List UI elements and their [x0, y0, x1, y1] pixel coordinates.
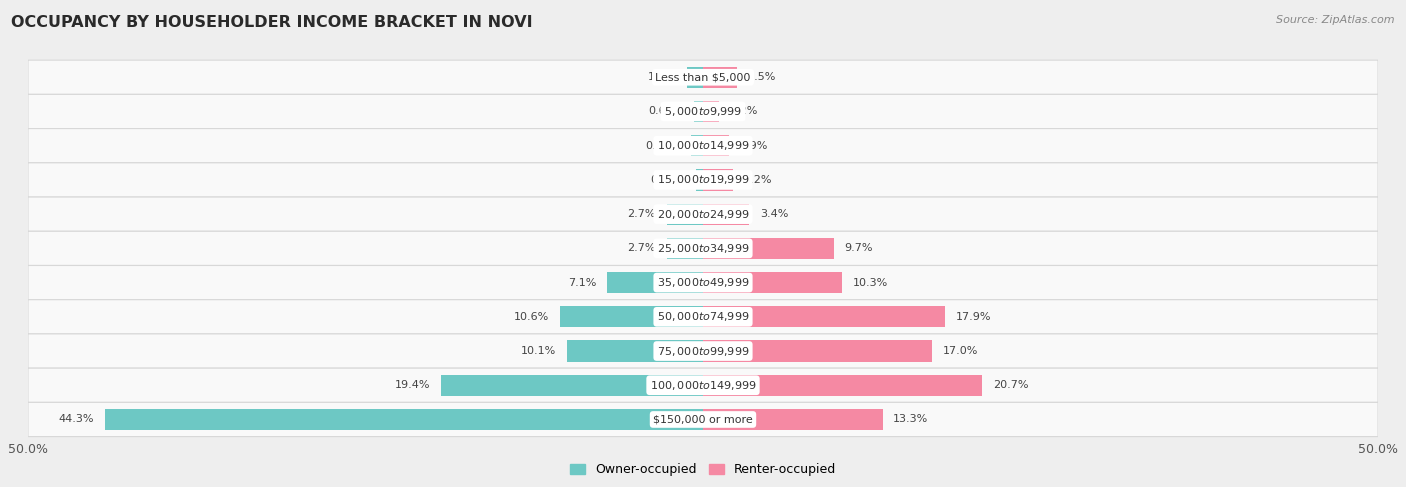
Text: 2.7%: 2.7%	[627, 209, 655, 219]
Bar	[560, 306, 703, 327]
Text: 10.3%: 10.3%	[853, 278, 889, 288]
Text: 0.52%: 0.52%	[650, 175, 685, 185]
FancyBboxPatch shape	[28, 94, 1378, 129]
FancyBboxPatch shape	[28, 300, 1378, 334]
Text: 0.87%: 0.87%	[645, 141, 681, 150]
Bar	[696, 169, 703, 190]
FancyBboxPatch shape	[28, 129, 1378, 163]
Text: 1.2%: 1.2%	[730, 107, 758, 116]
Text: 9.7%: 9.7%	[845, 244, 873, 253]
Bar	[703, 306, 945, 327]
FancyBboxPatch shape	[28, 197, 1378, 231]
Text: $15,000 to $19,999: $15,000 to $19,999	[657, 173, 749, 187]
Bar	[703, 135, 728, 156]
Text: $50,000 to $74,999: $50,000 to $74,999	[657, 310, 749, 323]
Text: $5,000 to $9,999: $5,000 to $9,999	[664, 105, 742, 118]
Text: 10.1%: 10.1%	[520, 346, 555, 356]
Text: 44.3%: 44.3%	[59, 414, 94, 425]
Text: 2.5%: 2.5%	[748, 72, 776, 82]
Bar	[692, 135, 703, 156]
Bar	[703, 340, 932, 362]
FancyBboxPatch shape	[28, 402, 1378, 436]
Text: Less than $5,000: Less than $5,000	[655, 72, 751, 82]
Text: $35,000 to $49,999: $35,000 to $49,999	[657, 276, 749, 289]
Text: 1.9%: 1.9%	[740, 141, 768, 150]
Bar	[686, 67, 703, 88]
Text: Source: ZipAtlas.com: Source: ZipAtlas.com	[1277, 15, 1395, 25]
Bar	[666, 238, 703, 259]
Text: $10,000 to $14,999: $10,000 to $14,999	[657, 139, 749, 152]
FancyBboxPatch shape	[28, 60, 1378, 94]
Text: 13.3%: 13.3%	[893, 414, 928, 425]
Text: 17.9%: 17.9%	[956, 312, 991, 322]
Text: $75,000 to $99,999: $75,000 to $99,999	[657, 344, 749, 357]
Bar	[607, 272, 703, 293]
Bar	[703, 67, 737, 88]
Bar	[703, 375, 983, 396]
Text: 20.7%: 20.7%	[993, 380, 1029, 390]
Bar	[105, 409, 703, 430]
Text: 0.64%: 0.64%	[648, 107, 683, 116]
Bar	[703, 409, 883, 430]
Text: 7.1%: 7.1%	[568, 278, 596, 288]
FancyBboxPatch shape	[28, 231, 1378, 265]
FancyBboxPatch shape	[28, 368, 1378, 402]
Text: 2.7%: 2.7%	[627, 244, 655, 253]
Bar	[703, 169, 733, 190]
Text: $150,000 or more: $150,000 or more	[654, 414, 752, 425]
Text: 3.4%: 3.4%	[759, 209, 789, 219]
Text: 17.0%: 17.0%	[943, 346, 979, 356]
Text: 1.2%: 1.2%	[648, 72, 676, 82]
Bar	[703, 101, 720, 122]
Bar	[441, 375, 703, 396]
Text: 2.2%: 2.2%	[744, 175, 772, 185]
Text: 19.4%: 19.4%	[395, 380, 430, 390]
Bar	[703, 204, 749, 225]
FancyBboxPatch shape	[28, 334, 1378, 368]
Text: $20,000 to $24,999: $20,000 to $24,999	[657, 207, 749, 221]
Legend: Owner-occupied, Renter-occupied: Owner-occupied, Renter-occupied	[565, 458, 841, 482]
Text: $100,000 to $149,999: $100,000 to $149,999	[650, 379, 756, 392]
FancyBboxPatch shape	[28, 163, 1378, 197]
Bar	[695, 101, 703, 122]
Bar	[666, 204, 703, 225]
Text: $25,000 to $34,999: $25,000 to $34,999	[657, 242, 749, 255]
Bar	[703, 272, 842, 293]
Bar	[567, 340, 703, 362]
Bar	[703, 238, 834, 259]
Text: 10.6%: 10.6%	[513, 312, 550, 322]
FancyBboxPatch shape	[28, 265, 1378, 300]
Text: OCCUPANCY BY HOUSEHOLDER INCOME BRACKET IN NOVI: OCCUPANCY BY HOUSEHOLDER INCOME BRACKET …	[11, 15, 533, 30]
